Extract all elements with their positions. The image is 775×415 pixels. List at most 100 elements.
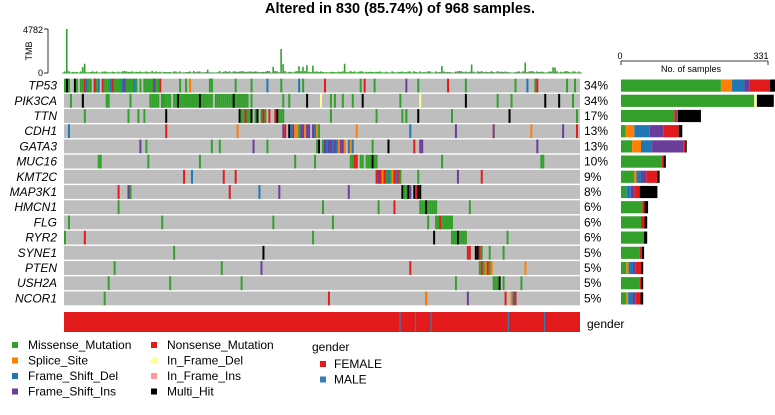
mutation-cell [116, 79, 118, 93]
gene-label: NCOR1 [15, 291, 57, 305]
tmb-bar [522, 71, 524, 73]
tmb-bar [151, 71, 153, 73]
tmb-bar [143, 72, 145, 73]
mutation-cell [393, 170, 395, 184]
mutation-cell [413, 140, 415, 154]
mutation-cell [86, 79, 88, 93]
mutation-cell [106, 94, 108, 108]
mutation-cell [128, 79, 130, 93]
mutation-cell [352, 140, 354, 154]
tmb-bar [405, 72, 407, 73]
mutation-cell [544, 94, 546, 108]
tmb-bar [520, 72, 522, 73]
gene-bar-segment [641, 277, 643, 289]
gene-bar-segment [633, 262, 636, 274]
mutation-cell [362, 155, 364, 169]
tmb-bar [189, 71, 191, 73]
tmb-bar [415, 72, 417, 73]
mutation-cell [427, 216, 429, 230]
tmb-bar [479, 72, 481, 73]
mutation-cell [233, 94, 235, 108]
mutation-cell [376, 170, 378, 184]
mutation-cell [419, 185, 421, 199]
mutation-cell [334, 94, 336, 108]
gender-legend-swatch [320, 361, 326, 367]
tmb-bar [288, 72, 290, 73]
gene-bar-segment [652, 140, 683, 152]
legend-swatch [151, 389, 157, 395]
tmb-bar [118, 72, 120, 74]
mutation-cell [179, 79, 181, 93]
mutation-cell [320, 94, 322, 108]
tmb-bar [457, 71, 459, 73]
tmb-bar [229, 71, 231, 73]
mutation-cell [441, 216, 443, 230]
mutation-cell [68, 79, 70, 93]
gene-bar-segment [677, 110, 678, 122]
mutation-cell [401, 109, 403, 123]
mutation-cell [118, 200, 120, 214]
mutation-cell [306, 94, 308, 108]
mutation-cell [487, 261, 489, 275]
mutation-cell [217, 94, 219, 108]
gene-bar-segment [625, 125, 634, 137]
mutation-cell [314, 124, 316, 138]
mutation-cell [397, 170, 399, 184]
mutation-cell [326, 140, 328, 154]
gene-label: CDH1 [24, 124, 57, 138]
mutation-cell [509, 109, 511, 123]
tmb-bar [258, 72, 260, 73]
tmb-bar [135, 72, 137, 73]
mutation-cell [203, 94, 205, 108]
tmb-bar [443, 71, 445, 73]
tmb-bar [413, 71, 415, 73]
mutation-cell [135, 79, 137, 93]
tmb-bar [461, 71, 463, 73]
mutation-cell [493, 124, 495, 138]
percent-label: 13% [584, 124, 608, 138]
gene-label: MAP3K1 [10, 185, 57, 199]
tmb-bar [114, 72, 116, 73]
gene-bar-segment [621, 140, 632, 152]
gene-bar-segment [683, 140, 685, 152]
mutation-cell [576, 109, 578, 123]
gene-bar-segment [621, 216, 641, 228]
mutation-cell [366, 155, 368, 169]
mutation-cell [376, 155, 378, 169]
tmb-bar [449, 72, 451, 73]
tmb-bar [324, 72, 326, 73]
mutation-cell [251, 109, 253, 123]
gene-bar-segment [679, 125, 683, 137]
mutation-cell [239, 109, 241, 123]
gene-bar-segment [626, 292, 628, 304]
mutation-cell [356, 155, 358, 169]
tmb-bar [106, 72, 108, 73]
tmb-bar [296, 71, 298, 73]
mutation-cell [503, 246, 505, 260]
mutation-cell [524, 261, 526, 275]
mutation-cell [417, 79, 419, 93]
tmb-bar [165, 72, 167, 73]
gender-annotation-track [64, 312, 580, 332]
tmb-bar [376, 72, 378, 73]
gene-labels: TP53PIK3CATTNCDH1GATA3MUC16KMT2CMAP3K1HM… [10, 79, 58, 306]
mutation-cell [415, 185, 417, 199]
mutation-cell [88, 79, 90, 93]
mutation-cell [302, 79, 304, 93]
tmb-bar [493, 72, 495, 73]
mutation-cell [433, 231, 435, 245]
mutation-cell [257, 109, 259, 123]
tmb-bar [568, 72, 570, 73]
gene-bar-segment [621, 292, 626, 304]
annotation-male-mark [415, 312, 416, 332]
tmb-bar [407, 71, 409, 73]
tmb-bar [203, 72, 205, 73]
percent-label: 5% [584, 291, 602, 305]
mutation-cell [455, 276, 457, 290]
mutation-cell [433, 200, 435, 214]
tmb-bar [159, 72, 161, 73]
legend-label: Multi_Hit [167, 385, 214, 399]
mutation-cell [153, 94, 155, 108]
gene-bar-segment [634, 186, 639, 198]
